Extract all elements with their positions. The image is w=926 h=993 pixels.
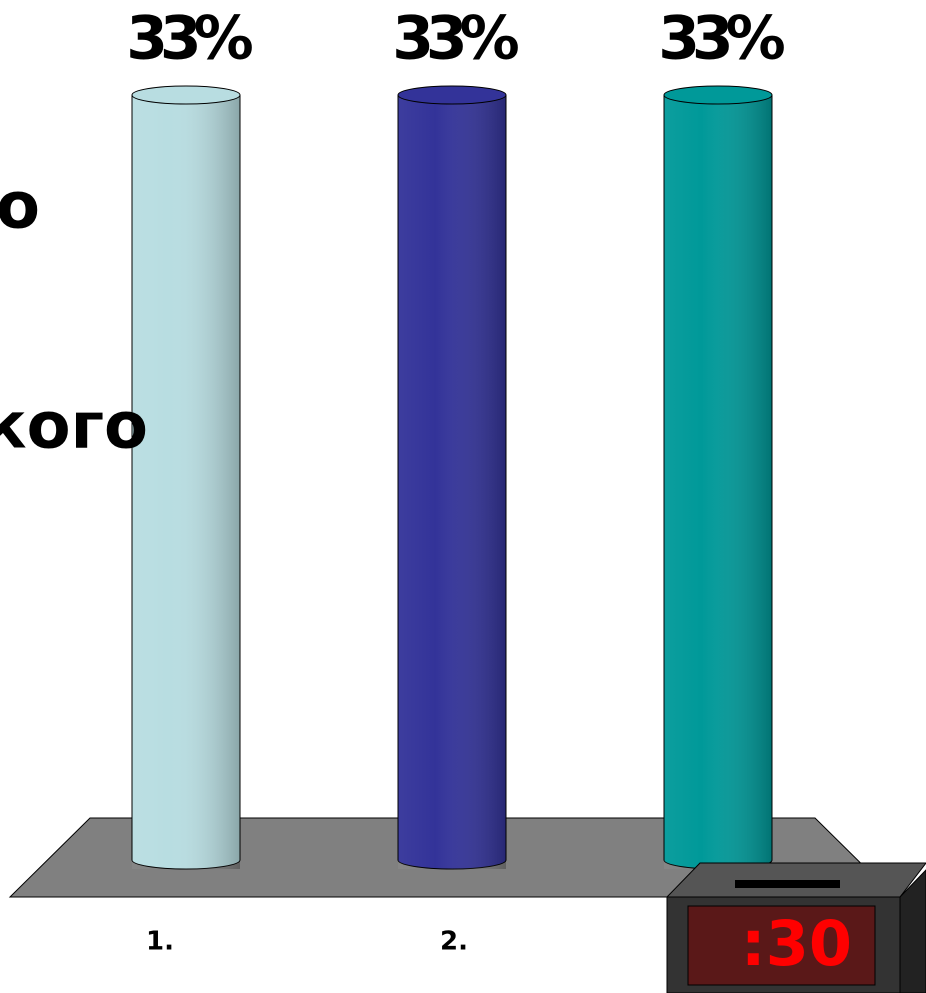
annotation: о: [0, 170, 40, 244]
timer: :30: [665, 862, 926, 993]
value-label: 33%: [658, 4, 784, 74]
bar-top: [663, 85, 773, 105]
bar-shade: [398, 95, 506, 869]
bar-top: [397, 85, 507, 105]
value-label: 33%: [126, 4, 252, 74]
bar-shade: [664, 95, 772, 869]
value-label: 33%: [392, 4, 518, 74]
bar-top: [131, 85, 241, 105]
timer-text: :30: [741, 907, 852, 980]
timer-screen: [687, 905, 876, 986]
x-tick-label: 2.: [440, 927, 468, 957]
x-tick-label: 1.: [146, 927, 174, 957]
plot: 33% 1. 33% 2. 33%: [126, 4, 792, 957]
bar-shade: [132, 95, 240, 869]
annotation: кого: [0, 390, 148, 464]
timer-slot: [735, 880, 840, 888]
